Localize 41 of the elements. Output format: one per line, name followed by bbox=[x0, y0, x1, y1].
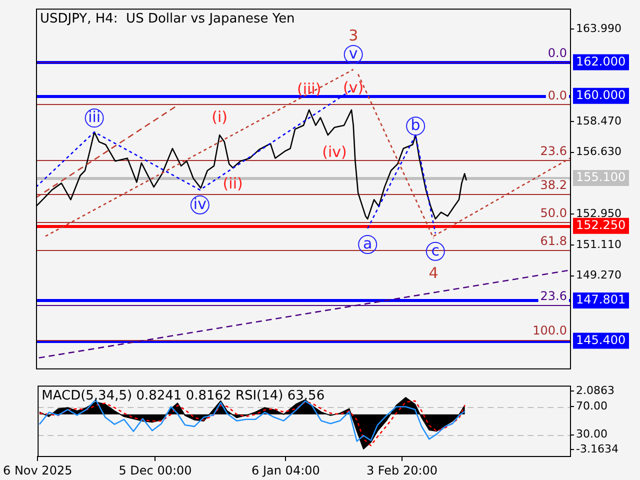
y-tick-label: 156.630 bbox=[576, 145, 622, 158]
annotation: b bbox=[410, 116, 420, 134]
annotation: (iii) bbox=[296, 80, 322, 98]
y2-tick-label: 70.00 bbox=[576, 400, 608, 413]
annotation: 23.6 bbox=[540, 288, 567, 303]
ref-line-label: 147.801 bbox=[576, 292, 626, 307]
ref-line-label: 162.000 bbox=[576, 54, 626, 68]
y-tick-label: 2.0863 bbox=[576, 384, 614, 397]
ref-line-label: 145.400 bbox=[576, 332, 626, 347]
ref-line-label: 155.100 bbox=[576, 170, 626, 184]
x-tick-label: 3 Feb 20:00 bbox=[366, 463, 438, 478]
y-tick-label: 163.990 bbox=[576, 22, 622, 35]
annotation: a bbox=[362, 234, 372, 252]
annotation: (i) bbox=[212, 108, 228, 126]
annotation: (ii) bbox=[222, 174, 243, 193]
chart-title: USDJPY, H4: US Dollar vs Japanese Yen bbox=[40, 11, 295, 26]
annotation: 38.2 bbox=[540, 178, 567, 192]
ref-line-label: 152.250 bbox=[576, 218, 626, 232]
annotation: 4 bbox=[428, 264, 438, 282]
annotation: 50.0 bbox=[540, 206, 567, 220]
annotation: (v) bbox=[343, 78, 364, 97]
ref-line-label: 160.000 bbox=[576, 88, 626, 102]
annotation: iii bbox=[88, 108, 101, 126]
x-tick-label: 6 Nov 2025 bbox=[2, 463, 72, 478]
x-tick-label: 6 Jan 04:00 bbox=[252, 463, 320, 478]
y2-tick-label: 30.00 bbox=[576, 428, 608, 441]
annotation: 0.0 bbox=[548, 88, 567, 102]
annotation: v bbox=[348, 44, 358, 62]
annotation: 61.8 bbox=[540, 234, 567, 248]
annotation: (iv) bbox=[322, 143, 347, 162]
y-tick-label: 158.470 bbox=[576, 114, 622, 128]
annotation: 23.6 bbox=[540, 144, 567, 158]
y-tick-label: 152.950 bbox=[576, 206, 622, 220]
annotation: iv bbox=[193, 194, 207, 213]
y-tick-label: 151.110 bbox=[576, 238, 622, 251]
y-tick-label: -3.1634 bbox=[576, 442, 618, 456]
x-tick-label: 5 Dec 00:00 bbox=[118, 463, 192, 478]
y-tick-label: 149.270 bbox=[576, 268, 622, 282]
annotation: 3 bbox=[348, 26, 358, 44]
annotation: 0.0 bbox=[548, 46, 567, 60]
annotation: 100.0 bbox=[532, 324, 567, 338]
